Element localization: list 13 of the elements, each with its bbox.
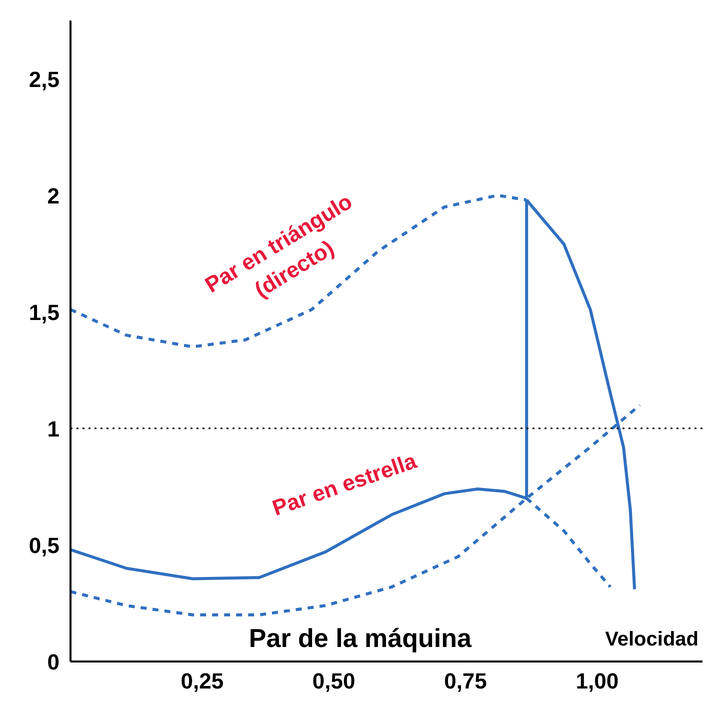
y-tick-label: 2 bbox=[47, 183, 60, 208]
x-tick-label: 0,25 bbox=[180, 668, 224, 694]
x-axis-title: Velocidad bbox=[605, 628, 699, 650]
y-tick-label: 1,5 bbox=[28, 300, 60, 325]
x-tick-label: 1,00 bbox=[576, 668, 619, 694]
y-tick-label: 0,5 bbox=[28, 532, 60, 558]
y-tick-label: 2,5 bbox=[28, 66, 60, 92]
annotation: Par de la máquina bbox=[248, 623, 472, 654]
x-tick-label: 0,50 bbox=[312, 668, 356, 694]
x-tick-label: 0,75 bbox=[444, 668, 487, 694]
annotation: Par en estrella bbox=[269, 448, 420, 521]
y-tick-label: 1 bbox=[47, 416, 60, 442]
y-tick-label: 0 bbox=[47, 650, 60, 674]
